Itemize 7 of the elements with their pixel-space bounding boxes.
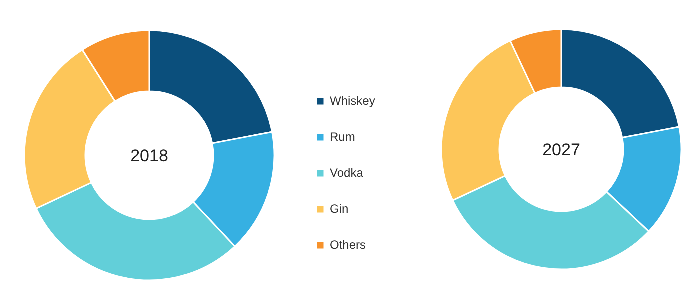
text: 2018 bbox=[130, 146, 168, 166]
legend-label: Others bbox=[330, 238, 366, 252]
legend-label: Rum bbox=[330, 130, 356, 144]
legend-label: Whiskey bbox=[330, 94, 376, 108]
text: 2027 bbox=[542, 140, 580, 160]
legend-label: Gin bbox=[330, 202, 350, 216]
legend-label: Vodka bbox=[330, 166, 364, 180]
